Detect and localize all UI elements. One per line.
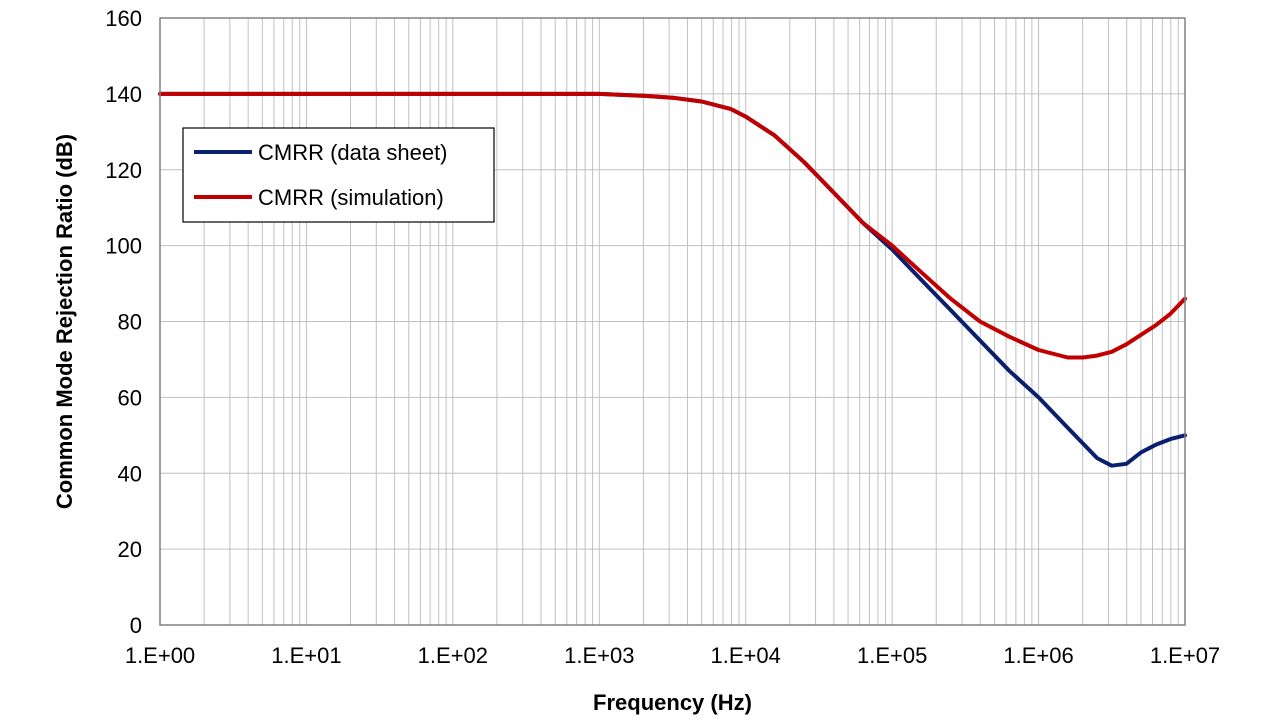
plot-frame (159, 17, 1186, 626)
y-tick-label: 20 (118, 537, 142, 562)
legend-box (182, 127, 495, 223)
y-tick-label: 0 (130, 613, 142, 638)
x-tick-label: 1.E+06 (1003, 643, 1073, 668)
series-layer (158, 91, 1187, 468)
y-axis-title: Common Mode Rejection Ratio (dB) (52, 134, 77, 509)
x-tick-label: 1.E+02 (418, 643, 488, 668)
x-tick-label: 1.E+00 (125, 643, 195, 668)
y-tick-label: 80 (118, 310, 142, 335)
x-axis-title: Frequency (Hz) (593, 690, 752, 715)
y-tick-label: 120 (105, 158, 142, 183)
legend: CMRR (data sheet) CMRR (simulation) (182, 127, 495, 223)
y-tick-label: 40 (118, 461, 142, 486)
y-tick-labels: 0 20 40 60 80 100 120 140 160 (105, 6, 142, 638)
x-tick-label: 1.E+04 (711, 643, 781, 668)
y-tick-label: 100 (105, 234, 142, 259)
series-line-simulation (158, 91, 1187, 360)
x-tick-label: 1.E+05 (857, 643, 927, 668)
y-tick-label: 60 (118, 385, 142, 410)
legend-label-data-sheet: CMRR (data sheet) (258, 140, 448, 165)
x-tick-label: 1.E+07 (1150, 643, 1220, 668)
y-tick-label: 160 (105, 6, 142, 31)
x-tick-label: 1.E+01 (271, 643, 341, 668)
x-tick-labels: 1.E+00 1.E+01 1.E+02 1.E+03 1.E+04 1.E+05 1.E+… (125, 643, 1220, 668)
y-tick-label: 140 (105, 82, 142, 107)
x-tick-label: 1.E+03 (564, 643, 634, 668)
legend-label-simulation: CMRR (simulation) (258, 185, 444, 210)
